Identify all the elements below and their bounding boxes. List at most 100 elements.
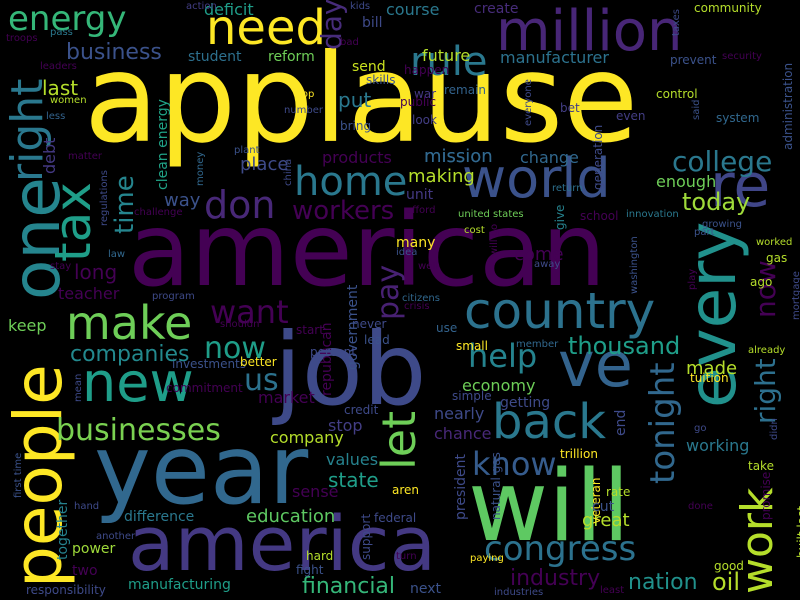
word-percent: percent	[310, 345, 356, 359]
word-program: program	[152, 291, 195, 302]
word-keep: keep	[8, 316, 47, 335]
word-let: let	[372, 410, 426, 470]
word-business: business	[66, 40, 162, 65]
word-right: right	[749, 358, 782, 424]
word-united-states: united states	[458, 209, 524, 220]
word-small: small	[456, 339, 488, 353]
word-state: state	[328, 468, 379, 492]
word-congress: congress	[484, 529, 637, 569]
word-last: last	[42, 76, 79, 100]
word-turn: turn	[396, 551, 417, 562]
word-aren: aren	[392, 483, 420, 497]
word-troops: troops	[6, 33, 38, 44]
word-place: place	[240, 154, 289, 175]
word-better: better	[240, 355, 277, 369]
word-bring: bring	[340, 119, 372, 133]
word-already: already	[748, 345, 786, 356]
word-didn: didn	[769, 418, 780, 440]
word-working: working	[686, 436, 750, 455]
word-mortgage: mortgage	[791, 271, 800, 320]
word-manufacturing: manufacturing	[128, 577, 231, 593]
word-bill: bill	[362, 15, 383, 31]
word-long: long	[74, 260, 118, 284]
word-plant: plant	[234, 145, 260, 156]
word-ago: ago	[750, 275, 773, 289]
word-number: number	[284, 105, 324, 116]
word-skills: skills	[366, 73, 396, 87]
word-will: will	[468, 450, 630, 564]
word-million: million	[496, 0, 683, 64]
word-promise: promise	[759, 471, 773, 520]
word-job: job	[274, 311, 427, 428]
word-need: need	[206, 0, 326, 56]
word-school: school	[580, 209, 619, 223]
word-even: even	[616, 109, 646, 123]
word-now: now	[749, 260, 782, 318]
word-time: time	[110, 175, 140, 234]
word-commitment: commitment	[166, 381, 243, 395]
word-two: two	[72, 563, 98, 579]
word-member: member	[516, 339, 559, 350]
word-don: don	[204, 183, 276, 227]
word-today: today	[682, 188, 751, 216]
word-said: said	[691, 99, 702, 120]
word-create: create	[474, 1, 519, 17]
word-future: future	[422, 46, 471, 65]
word-making: making	[408, 166, 475, 187]
word-energy: energy	[8, 0, 127, 39]
word-take: take	[748, 459, 774, 473]
word-never: never	[352, 317, 387, 331]
word-know: know	[472, 445, 557, 483]
word-cut: cut	[592, 499, 615, 515]
word-pay: pay	[371, 264, 406, 320]
word-idea: idea	[396, 247, 418, 258]
word-tonight: tonight	[643, 362, 683, 484]
word-federal: federal	[374, 511, 417, 525]
word-good: good	[714, 559, 744, 573]
word-send: send	[352, 59, 386, 75]
word-responsibility: responsibility	[26, 583, 106, 597]
word-industries: industries	[494, 587, 544, 598]
word-end: end	[613, 409, 629, 436]
word-come: come	[514, 244, 564, 265]
word-make: make	[66, 296, 193, 350]
word-education: education	[246, 506, 336, 527]
word-another: another	[96, 531, 136, 542]
word-power: power	[72, 541, 116, 557]
word-new: new	[82, 351, 194, 414]
word-ve: ve	[558, 328, 633, 401]
word-remain: remain	[444, 83, 487, 97]
word-law: law	[108, 249, 126, 260]
word-first-time: first time	[13, 452, 24, 498]
word-kids: kids	[350, 1, 371, 12]
word-paying: paying	[470, 553, 504, 564]
word-home: home	[294, 159, 408, 205]
word-look: look	[412, 113, 437, 127]
word-businesses: businesses	[56, 413, 221, 448]
word-bad: bad	[340, 37, 359, 48]
word-together: together	[55, 499, 71, 560]
word-american: american	[128, 191, 607, 310]
word-lead: lead	[364, 333, 390, 347]
word-gas: gas	[766, 251, 788, 265]
word-applause: applause	[84, 28, 639, 170]
word-re: re	[710, 151, 771, 221]
word-less: less	[46, 111, 66, 122]
word-made: made	[686, 358, 738, 379]
word-difference: difference	[124, 509, 195, 525]
word-play: play	[687, 268, 698, 290]
word-nearly: nearly	[434, 404, 485, 423]
word-action: action	[186, 1, 217, 12]
word-stop: stop	[328, 416, 363, 435]
word-trillion: trillion	[560, 447, 598, 461]
word-unit: unit	[406, 187, 434, 203]
word-reform: reform	[268, 49, 315, 65]
word-oil: oil	[712, 568, 741, 596]
word-system: system	[716, 111, 760, 125]
word-deficit: deficit	[204, 0, 254, 19]
word-taxes: taxes	[671, 8, 682, 36]
word-us: us	[244, 363, 279, 398]
word-clean-energy: clean energy	[155, 99, 171, 190]
word-sense: sense	[292, 482, 339, 501]
